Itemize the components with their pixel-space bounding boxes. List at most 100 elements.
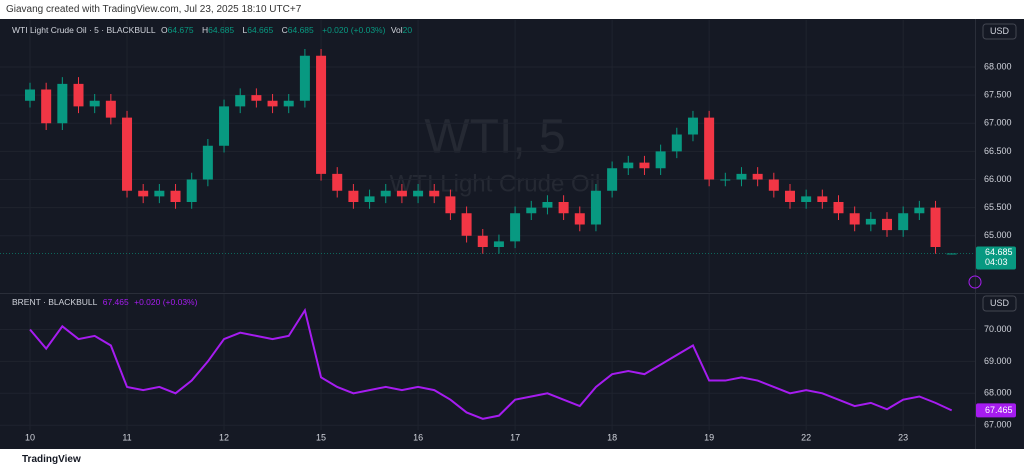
candle-body: [219, 106, 230, 146]
x-tick-label: 23: [898, 432, 908, 442]
key: Vol: [390, 25, 403, 35]
y-tick-label: 67.000: [984, 118, 1012, 128]
candle-body: [801, 196, 812, 202]
candle-body: [510, 213, 521, 242]
candle-body: [235, 95, 246, 107]
x-tick-label: 12: [219, 432, 229, 442]
legend-volume: Vol20: [391, 25, 415, 35]
candle-body: [542, 202, 553, 208]
candle-body: [865, 218, 876, 225]
y-tick-label: 68.000: [984, 388, 1012, 398]
candle-body: [251, 95, 262, 101]
key: C: [281, 25, 288, 35]
value: 20: [402, 25, 413, 35]
candle-body: [493, 241, 504, 247]
key: O: [160, 25, 168, 35]
candle-body: [704, 117, 715, 180]
candle-body: [477, 235, 488, 247]
legend-title: BRENT · BLACKBULL: [12, 297, 98, 307]
x-tick-label: 16: [413, 432, 423, 442]
candle-body: [154, 190, 165, 197]
legend-value: 67.465: [102, 297, 129, 307]
legend: WTI Light Crude Oil · 5 · BLACKBULL O64.…: [12, 25, 418, 35]
candle-body: [348, 190, 359, 202]
y-tick-label: 70.000: [984, 324, 1012, 334]
legend-change: +0.020 (+0.03%): [322, 25, 386, 35]
candle-body: [186, 179, 197, 202]
candle-body: [655, 151, 666, 169]
candle-body: [73, 83, 84, 107]
candle-body: [752, 173, 763, 180]
watermark-subtitle: WTI Light Crude Oil: [390, 170, 601, 197]
candle-body: [202, 145, 213, 180]
candle-body: [316, 55, 327, 174]
y-tick-label: 67.000: [984, 420, 1012, 430]
candle-body: [914, 207, 925, 214]
candle-body: [364, 196, 375, 202]
legend-low: L64.665: [243, 25, 277, 35]
value: 64.675: [167, 25, 194, 35]
currency-label: USD: [990, 26, 1010, 36]
candle-body: [607, 168, 618, 191]
x-tick-label: 18: [607, 432, 617, 442]
value: 64.685: [287, 25, 314, 35]
candle-body: [57, 83, 68, 124]
candle-body: [105, 100, 116, 118]
line-series: [29, 307, 953, 420]
y-tick-label: 66.000: [984, 174, 1012, 184]
currency-badge[interactable]: [982, 23, 1017, 40]
legend-high: H64.685: [202, 25, 237, 35]
candle-body: [882, 218, 893, 231]
candle-body: [429, 190, 440, 197]
candle-body: [768, 179, 779, 191]
y-tick-label: 65.000: [984, 230, 1012, 240]
y-tick-label: 69.000: [984, 356, 1012, 366]
alert-icon[interactable]: [968, 275, 982, 289]
x-tick-label: 10: [25, 432, 35, 442]
y-tick-label: 67.500: [984, 90, 1012, 100]
candle-body: [671, 134, 682, 152]
candle-body: [898, 213, 909, 231]
candle-body: [41, 89, 52, 124]
key: L: [242, 25, 248, 35]
candle-body: [574, 213, 585, 225]
last-price-label: 64.685: [985, 247, 1013, 257]
candle-body: [138, 190, 149, 197]
x-tick-label: 11: [122, 432, 131, 442]
legend-title: WTI Light Crude Oil · 5 · BLACKBULL: [12, 25, 156, 35]
candle-body: [558, 202, 569, 214]
candle-body: [89, 100, 100, 107]
y-tick-label: 66.500: [984, 146, 1012, 156]
candle-body: [930, 207, 941, 247]
last-price-tag: [976, 246, 1016, 270]
x-tick-label: 22: [801, 432, 811, 442]
candle-body: [380, 190, 391, 197]
candle-body: [283, 100, 294, 107]
x-tick-label: 19: [704, 432, 714, 442]
candle-body: [590, 190, 601, 225]
legend-close: C64.685: [282, 25, 317, 35]
key: H: [201, 25, 209, 35]
legend-open: O64.675: [161, 25, 197, 35]
watermark: WTI, 5: [424, 111, 565, 164]
candle-body: [639, 162, 650, 169]
candle-body: [623, 162, 634, 169]
candle-body: [849, 213, 860, 225]
footer-logo[interactable]: TradingView: [22, 454, 81, 465]
x-tick-label: 15: [316, 432, 326, 442]
candle-body: [332, 173, 343, 191]
candle-body: [736, 173, 747, 180]
candle-body: [720, 179, 731, 181]
y-tick-label: 65.500: [984, 202, 1012, 212]
last-price-label: 67.465: [985, 405, 1013, 415]
currency-badge[interactable]: [982, 295, 1017, 312]
legend-change: +0.020 (+0.03%): [134, 297, 198, 307]
candle-body: [413, 190, 424, 197]
last-price-tag: [976, 403, 1016, 418]
currency-label: USD: [990, 298, 1010, 308]
candle-body: [833, 202, 844, 214]
candle-body: [461, 213, 472, 236]
x-tick-label: 17: [510, 432, 520, 442]
legend: BRENT · BLACKBULL 67.465 +0.020 (+0.03%): [12, 297, 200, 307]
